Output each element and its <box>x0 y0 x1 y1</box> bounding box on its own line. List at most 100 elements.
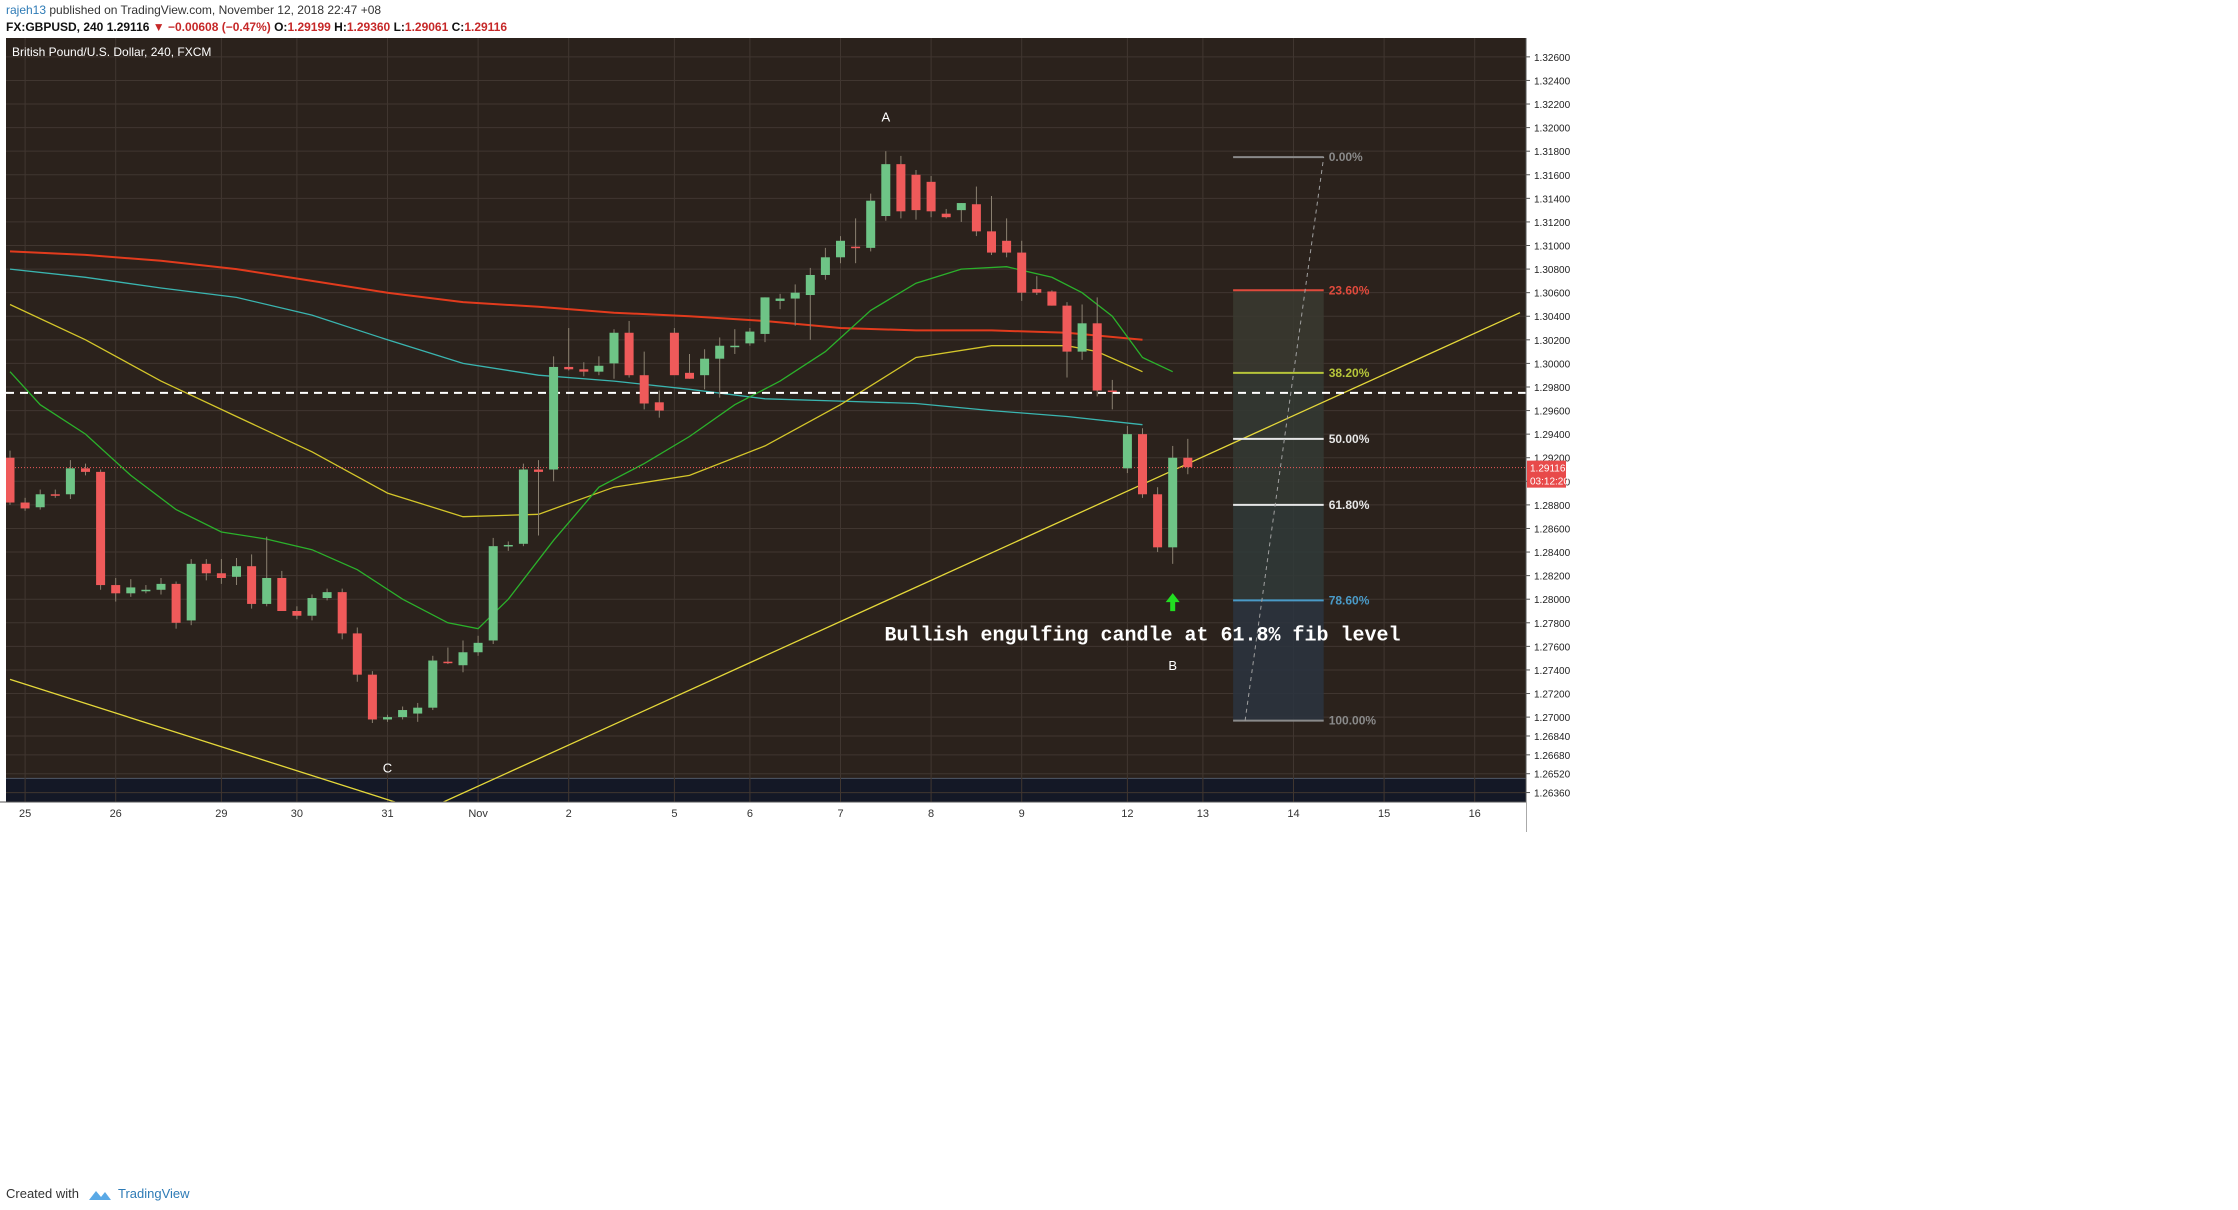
price-tick-label: 1.28000 <box>1534 595 1571 606</box>
created-with-text: Created with <box>6 1186 79 1201</box>
candle-body <box>1092 323 1102 391</box>
candle-body <box>564 366 574 370</box>
price-tick-label: 1.27000 <box>1534 713 1571 724</box>
candle-body <box>579 369 589 372</box>
price-tick-label: 1.32400 <box>1534 76 1571 87</box>
candle-body <box>141 589 151 592</box>
candle-body <box>503 544 513 547</box>
fib-zone-band <box>1233 290 1324 373</box>
candle-body <box>35 494 45 508</box>
candle-body <box>428 660 438 708</box>
tradingview-brand-link[interactable]: TradingView <box>118 1186 190 1201</box>
fib-level-label: 78.60% <box>1329 593 1370 607</box>
candle-body <box>911 174 921 211</box>
candle-body <box>81 468 90 472</box>
candle-body <box>1138 434 1147 495</box>
candle-body <box>1017 252 1027 293</box>
symbol-label: FX:GBPUSD, 240 <box>6 20 104 34</box>
fib-level-label: 100.00% <box>1329 714 1377 728</box>
price-tick-label: 1.28400 <box>1534 548 1571 559</box>
candle-body <box>307 598 317 616</box>
candle-body <box>730 345 740 348</box>
time-tick-label: 15 <box>1378 808 1390 820</box>
candle-body <box>186 563 196 621</box>
price-tick-label: 1.28200 <box>1534 572 1571 583</box>
candle-body <box>987 231 996 253</box>
candle-body <box>881 164 891 217</box>
open-value: 1.29199 <box>287 20 331 34</box>
price-tick-label: 1.28600 <box>1534 524 1571 535</box>
candle-body <box>20 502 30 509</box>
candle-body <box>277 577 287 611</box>
price-tick-label: 1.30000 <box>1534 359 1571 370</box>
candle-body <box>171 583 181 623</box>
candle-body <box>639 375 649 404</box>
price-tick-label: 1.27200 <box>1534 690 1571 701</box>
price-tick-label: 1.27600 <box>1534 642 1571 653</box>
candle-body <box>458 652 468 666</box>
candle-body <box>1032 289 1042 293</box>
price-tick-label: 1.30200 <box>1534 336 1571 347</box>
time-tick-label: 25 <box>19 808 31 820</box>
candle-body <box>232 566 241 577</box>
down-arrow-icon: ▼ <box>152 20 165 34</box>
fib-level-label: 0.00% <box>1329 150 1363 164</box>
candle-body <box>790 292 800 299</box>
chart-title: British Pound/U.S. Dollar, 240, FXCM <box>12 45 211 59</box>
fib-level-label: 50.00% <box>1329 432 1370 446</box>
candle-body <box>654 402 664 411</box>
price-tick-label: 1.26520 <box>1534 770 1571 781</box>
price-tick-label: 1.31600 <box>1534 171 1571 182</box>
time-tick-label: 31 <box>381 808 393 820</box>
candle-body <box>594 365 604 372</box>
price-tick-label: 1.26840 <box>1534 732 1571 743</box>
candle-body <box>352 633 362 675</box>
time-tick-label: 30 <box>291 808 303 820</box>
price-chart[interactable]: 0.00% 23.60% 38.20% 50.00% 61.80% 78.60% 100.0… <box>0 38 2238 1180</box>
price-tick-label: 1.30400 <box>1534 312 1571 323</box>
price-axis-background <box>1526 38 1566 832</box>
candle-body <box>534 469 543 472</box>
trendline <box>443 312 1521 802</box>
fib-diagonal <box>1244 157 1325 721</box>
candle-body <box>609 332 619 364</box>
candle-body <box>50 494 60 496</box>
candle-body <box>700 358 710 376</box>
wave-label: C <box>383 761 392 776</box>
price-change: −0.00608 (−0.47%) <box>168 20 271 34</box>
candle-body <box>126 587 136 594</box>
time-tick-label: 5 <box>671 808 677 820</box>
time-tick-label: 29 <box>215 808 227 820</box>
candle-body <box>96 471 106 586</box>
published-text: published on TradingView.com, November 1… <box>49 3 382 17</box>
candle-body <box>715 345 725 359</box>
candle-body <box>805 274 815 296</box>
fib-level-label: 61.80% <box>1329 498 1370 512</box>
candle-body <box>6 457 15 503</box>
price-tick-label: 1.29400 <box>1534 430 1571 441</box>
candle-body <box>836 240 845 258</box>
author-link[interactable]: rajeh13 <box>6 3 47 17</box>
moving-average-line <box>9 250 1143 341</box>
moving-average-line <box>9 303 1143 518</box>
low-value: 1.29061 <box>404 20 449 34</box>
time-tick-label: Nov <box>468 808 488 820</box>
time-tick-label: 8 <box>928 808 934 820</box>
wave-label: A <box>881 110 890 125</box>
fib-level-label: 23.60% <box>1329 283 1370 297</box>
time-axis-background <box>0 802 1526 832</box>
price-tick-label: 1.29200 <box>1534 454 1571 465</box>
price-tick-label: 1.32000 <box>1534 124 1571 135</box>
candle-body <box>337 592 347 634</box>
candle-body <box>201 563 211 574</box>
candle-body <box>111 585 121 594</box>
price-tick-label: 1.30600 <box>1534 289 1571 300</box>
time-tick-label: 16 <box>1469 808 1481 820</box>
time-tick-label: 7 <box>837 808 843 820</box>
candle-body <box>926 181 936 212</box>
candle-body <box>1077 323 1087 352</box>
fib-zone-band <box>1233 372 1324 439</box>
low-label: L: <box>393 20 405 34</box>
candle-body <box>956 203 966 211</box>
price-tick-label: 1.28800 <box>1534 501 1571 512</box>
